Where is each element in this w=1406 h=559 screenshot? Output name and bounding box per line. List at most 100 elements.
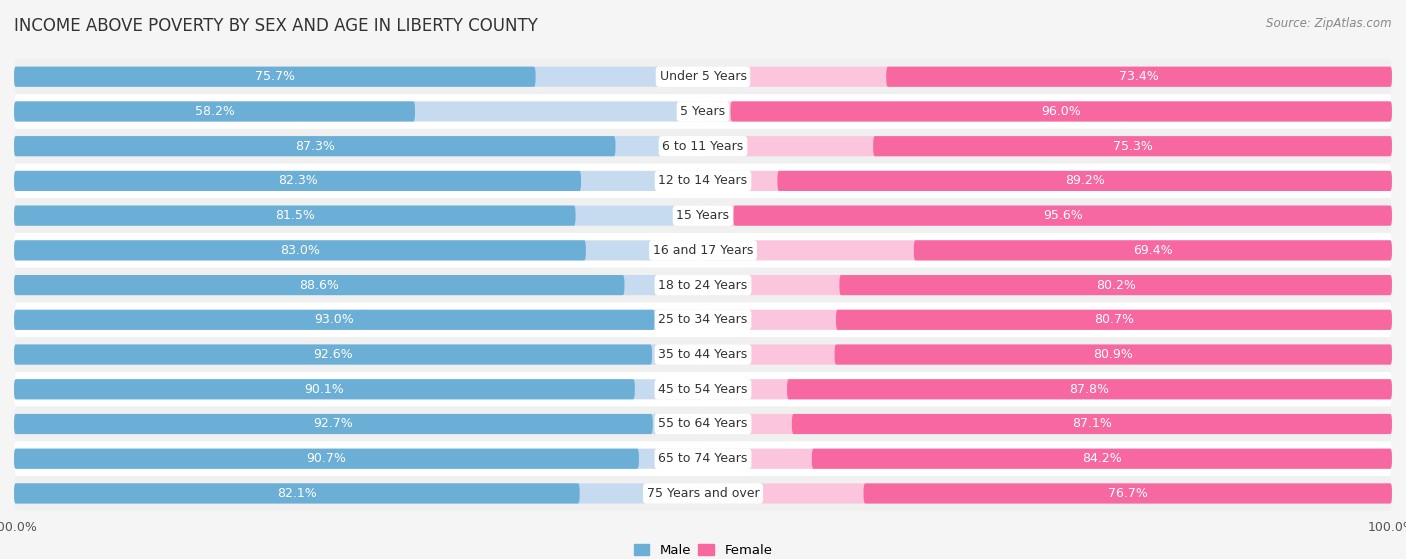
Text: 75.7%: 75.7% [254, 70, 295, 83]
Text: Under 5 Years: Under 5 Years [659, 70, 747, 83]
FancyBboxPatch shape [703, 171, 1392, 191]
Text: 87.8%: 87.8% [1070, 383, 1109, 396]
FancyBboxPatch shape [14, 484, 703, 504]
Text: 82.3%: 82.3% [277, 174, 318, 187]
FancyBboxPatch shape [835, 344, 1392, 364]
FancyBboxPatch shape [14, 240, 703, 260]
FancyBboxPatch shape [837, 310, 1392, 330]
FancyBboxPatch shape [703, 136, 1392, 157]
FancyBboxPatch shape [14, 67, 703, 87]
Text: 76.7%: 76.7% [1108, 487, 1147, 500]
FancyBboxPatch shape [14, 101, 703, 121]
FancyBboxPatch shape [14, 198, 1392, 233]
Text: 5 Years: 5 Years [681, 105, 725, 118]
Text: 75.3%: 75.3% [1112, 140, 1153, 153]
FancyBboxPatch shape [839, 275, 1392, 295]
FancyBboxPatch shape [886, 67, 1392, 87]
FancyBboxPatch shape [14, 344, 652, 364]
FancyBboxPatch shape [703, 449, 1392, 469]
Text: 87.3%: 87.3% [295, 140, 335, 153]
FancyBboxPatch shape [14, 268, 1392, 302]
FancyBboxPatch shape [873, 136, 1392, 157]
FancyBboxPatch shape [14, 344, 703, 364]
FancyBboxPatch shape [14, 310, 655, 330]
Text: 75 Years and over: 75 Years and over [647, 487, 759, 500]
FancyBboxPatch shape [703, 206, 1392, 226]
FancyBboxPatch shape [14, 67, 536, 87]
FancyBboxPatch shape [734, 206, 1392, 226]
Text: 90.7%: 90.7% [307, 452, 346, 465]
Text: 25 to 34 Years: 25 to 34 Years [658, 313, 748, 326]
Text: 12 to 14 Years: 12 to 14 Years [658, 174, 748, 187]
FancyBboxPatch shape [703, 67, 1392, 87]
FancyBboxPatch shape [14, 275, 703, 295]
FancyBboxPatch shape [731, 101, 1392, 121]
Text: 16 and 17 Years: 16 and 17 Years [652, 244, 754, 257]
Text: 90.1%: 90.1% [305, 383, 344, 396]
Legend: Male, Female: Male, Female [628, 539, 778, 559]
FancyBboxPatch shape [778, 171, 1392, 191]
FancyBboxPatch shape [914, 240, 1392, 260]
FancyBboxPatch shape [14, 206, 703, 226]
Text: 92.7%: 92.7% [314, 418, 353, 430]
Text: 18 to 24 Years: 18 to 24 Years [658, 278, 748, 292]
FancyBboxPatch shape [703, 275, 1392, 295]
FancyBboxPatch shape [14, 171, 581, 191]
FancyBboxPatch shape [703, 101, 1392, 121]
Text: 81.5%: 81.5% [274, 209, 315, 222]
FancyBboxPatch shape [14, 406, 1392, 442]
Text: 84.2%: 84.2% [1083, 452, 1122, 465]
FancyBboxPatch shape [703, 414, 1392, 434]
FancyBboxPatch shape [703, 379, 1392, 399]
FancyBboxPatch shape [14, 275, 624, 295]
FancyBboxPatch shape [14, 449, 638, 469]
FancyBboxPatch shape [14, 240, 586, 260]
FancyBboxPatch shape [14, 136, 616, 157]
Text: 80.7%: 80.7% [1094, 313, 1135, 326]
FancyBboxPatch shape [787, 379, 1392, 399]
FancyBboxPatch shape [14, 379, 634, 399]
FancyBboxPatch shape [14, 206, 575, 226]
Text: 69.4%: 69.4% [1133, 244, 1173, 257]
Text: 80.2%: 80.2% [1095, 278, 1136, 292]
FancyBboxPatch shape [863, 484, 1392, 504]
Text: 55 to 64 Years: 55 to 64 Years [658, 418, 748, 430]
Text: 88.6%: 88.6% [299, 278, 339, 292]
Text: 87.1%: 87.1% [1071, 418, 1112, 430]
Text: INCOME ABOVE POVERTY BY SEX AND AGE IN LIBERTY COUNTY: INCOME ABOVE POVERTY BY SEX AND AGE IN L… [14, 17, 538, 35]
Text: Source: ZipAtlas.com: Source: ZipAtlas.com [1267, 17, 1392, 30]
FancyBboxPatch shape [14, 310, 703, 330]
FancyBboxPatch shape [14, 101, 415, 121]
Text: 93.0%: 93.0% [315, 313, 354, 326]
FancyBboxPatch shape [14, 372, 1392, 406]
FancyBboxPatch shape [14, 59, 1392, 94]
FancyBboxPatch shape [703, 484, 1392, 504]
FancyBboxPatch shape [792, 414, 1392, 434]
Text: 83.0%: 83.0% [280, 244, 321, 257]
Text: 92.6%: 92.6% [314, 348, 353, 361]
FancyBboxPatch shape [811, 449, 1392, 469]
FancyBboxPatch shape [14, 442, 1392, 476]
Text: 58.2%: 58.2% [194, 105, 235, 118]
FancyBboxPatch shape [14, 233, 1392, 268]
FancyBboxPatch shape [14, 94, 1392, 129]
Text: 89.2%: 89.2% [1064, 174, 1105, 187]
FancyBboxPatch shape [14, 337, 1392, 372]
Text: 96.0%: 96.0% [1042, 105, 1081, 118]
FancyBboxPatch shape [14, 414, 703, 434]
Text: 95.6%: 95.6% [1043, 209, 1083, 222]
Text: 35 to 44 Years: 35 to 44 Years [658, 348, 748, 361]
Text: 80.9%: 80.9% [1094, 348, 1133, 361]
Text: 15 Years: 15 Years [676, 209, 730, 222]
Text: 73.4%: 73.4% [1119, 70, 1159, 83]
FancyBboxPatch shape [14, 484, 579, 504]
FancyBboxPatch shape [14, 129, 1392, 164]
FancyBboxPatch shape [14, 379, 703, 399]
FancyBboxPatch shape [703, 240, 1392, 260]
Text: 65 to 74 Years: 65 to 74 Years [658, 452, 748, 465]
FancyBboxPatch shape [14, 476, 1392, 511]
FancyBboxPatch shape [14, 164, 1392, 198]
Text: 82.1%: 82.1% [277, 487, 316, 500]
FancyBboxPatch shape [14, 449, 703, 469]
FancyBboxPatch shape [14, 414, 652, 434]
